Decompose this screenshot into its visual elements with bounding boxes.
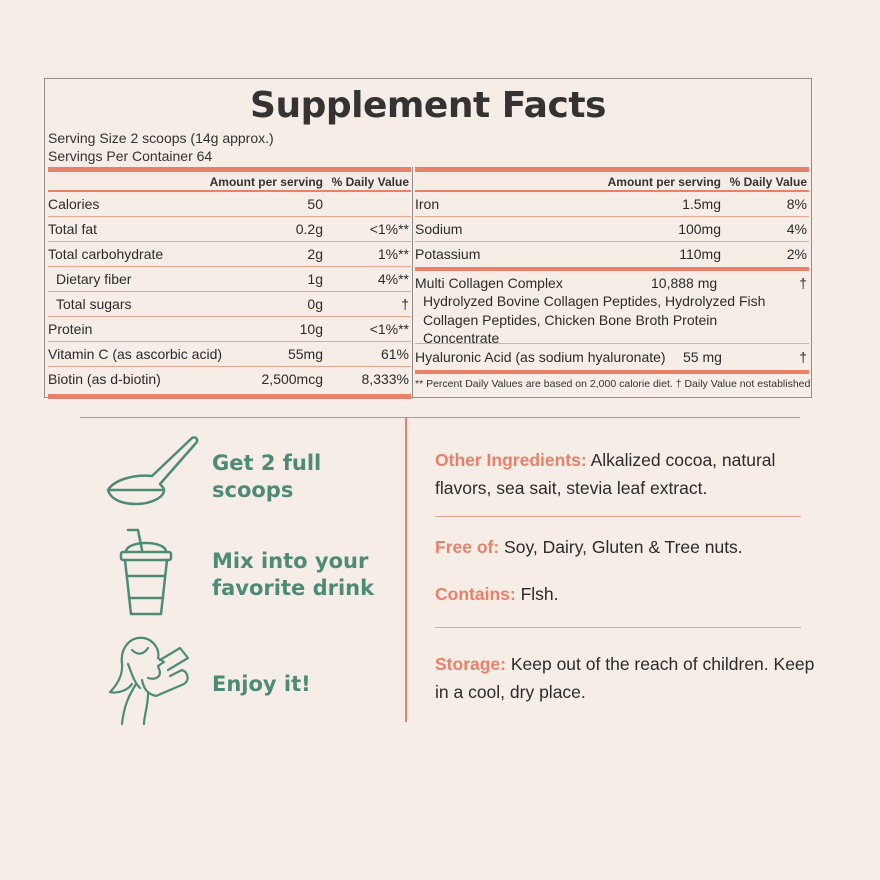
header-daily-value: % Daily Value <box>331 175 409 189</box>
nutrient-name: Iron <box>415 196 440 212</box>
thick-rule <box>48 167 411 172</box>
hyaluronic-amount: 55 mg <box>683 349 722 365</box>
storage: Storage: Keep out of the reach of childr… <box>435 650 815 706</box>
nutrient-amount: 110mg <box>679 246 721 262</box>
other-ingredients-text: Alkalized cocoa, natural flavors, sea sa… <box>435 450 776 498</box>
nutrient-name: Calories <box>48 196 100 212</box>
contains-label: Contains: <box>435 584 516 604</box>
hyaluronic-name: Hyaluronic Acid (as sodium hyaluronate) <box>415 349 666 365</box>
nutrient-amount: 55mg <box>287 346 323 362</box>
nutrient-amount: 2g <box>307 246 323 262</box>
contains: Contains: Flsh. <box>435 580 815 608</box>
facts-left-column: Amount per serving % Daily Value Calorie… <box>48 167 411 399</box>
column-divider <box>412 167 413 397</box>
storage-text: Keep out of the reach of children. Keep … <box>435 654 815 702</box>
nutrient-row: Calories 50 <box>48 192 411 217</box>
supplement-facts-panel: Supplement Facts Serving Size 2 scoops (… <box>44 78 812 399</box>
nutrient-dv: 8% <box>786 196 807 212</box>
header-amount: Amount per serving <box>607 175 721 189</box>
nutrient-name: Total sugars <box>56 296 132 312</box>
nutrient-dv: <1%** <box>369 221 409 237</box>
thick-rule <box>415 167 809 172</box>
nutrient-dv: 8,333% <box>361 371 409 387</box>
nutrient-row: Total sugars 0g † <box>48 292 411 317</box>
collagen-name: Multi Collagen Complex <box>415 275 563 291</box>
hyaluronic-dv: † <box>799 349 807 365</box>
step-line: favorite drink <box>212 576 375 600</box>
collagen-amount: 10,888 mg <box>651 275 718 291</box>
nutrient-dv: 4% <box>786 221 807 237</box>
step-get-scoops: Get 2 full scoops <box>212 450 321 504</box>
footnote: ** Percent Daily Values are based on 2,0… <box>415 378 811 390</box>
nutrient-row: Sodium 100mg 4% <box>415 217 809 242</box>
cup-icon <box>119 528 173 616</box>
free-of: Free of: Soy, Dairy, Gluten & Tree nuts. <box>435 533 815 561</box>
nutrient-name: Potassium <box>415 246 481 262</box>
contains-text: Flsh. <box>515 584 559 604</box>
nutrient-name: Biotin (as d-biotin) <box>48 371 161 387</box>
step-line: scoops <box>212 478 294 502</box>
header-daily-value: % Daily Value <box>729 175 807 189</box>
woman-drinking-icon <box>108 636 190 726</box>
nutrient-amount: 0g <box>307 296 323 312</box>
storage-label: Storage: <box>435 654 506 674</box>
nutrient-row: Dietary fiber 1g 4%** <box>48 267 411 292</box>
facts-right-column: Amount per serving % Daily Value Iron 1.… <box>415 167 811 390</box>
nutrient-name: Total fat <box>48 221 98 237</box>
collagen-dv: † <box>799 275 807 291</box>
free-of-label: Free of: <box>435 537 500 557</box>
nutrient-dv: † <box>401 296 409 312</box>
collagen-line: Hydrolyzed Bovine Collagen Peptides, Hyd… <box>423 293 766 309</box>
collagen-description: Hydrolyzed Bovine Collagen Peptides, Hyd… <box>423 292 793 348</box>
nutrient-amount: 2,500mcg <box>261 371 323 387</box>
column-header: Amount per serving % Daily Value <box>48 172 411 192</box>
column-header: Amount per serving % Daily Value <box>415 172 809 192</box>
nutrient-amount: 100mg <box>678 221 721 237</box>
step-enjoy: Enjoy it! <box>212 671 311 698</box>
other-ingredients: Other Ingredients: Alkalized cocoa, natu… <box>435 446 815 502</box>
nutrient-name: Vitamin C (as ascorbic acid) <box>48 346 223 362</box>
serving-size: Serving Size 2 scoops (14g approx.) <box>48 130 274 146</box>
facts-title: Supplement Facts <box>250 85 606 126</box>
nutrient-amount: 1g <box>307 271 323 287</box>
collagen-line: Collagen Peptides, Chicken Bone Broth Pr… <box>423 311 718 328</box>
nutrient-row: Total carbohydrate 2g 1%** <box>48 242 411 267</box>
nutrient-row: Total fat 0.2g <1%** <box>48 217 411 242</box>
header-amount: Amount per serving <box>209 175 323 189</box>
nutrient-amount: 1.5mg <box>682 196 721 212</box>
step-line: Enjoy it! <box>212 672 311 696</box>
nutrient-dv: <1%** <box>369 321 409 337</box>
scoop-icon <box>106 436 199 506</box>
nutrient-row: Iron 1.5mg 8% <box>415 192 809 217</box>
section-divider <box>80 417 800 418</box>
nutrient-name: Dietary fiber <box>56 271 132 287</box>
nutrient-name: Protein <box>48 321 93 337</box>
collagen-complex-row: Multi Collagen Complex 10,888 mg † Hydro… <box>415 267 809 346</box>
nutrient-name: Sodium <box>415 221 463 237</box>
nutrient-dv: 2% <box>786 246 807 262</box>
hyaluronic-row: Hyaluronic Acid (as sodium hyaluronate) … <box>415 344 809 374</box>
nutrient-dv: 1%** <box>377 246 409 262</box>
step-line: Get 2 full <box>212 451 322 475</box>
step-mix: Mix into your favorite drink <box>212 548 374 602</box>
nutrient-row: Vitamin C (as ascorbic acid) 55mg 61% <box>48 342 411 367</box>
nutrient-amount: 10g <box>299 321 323 337</box>
nutrient-amount: 0.2g <box>295 221 323 237</box>
nutrient-row: Protein 10g <1%** <box>48 317 411 342</box>
collagen-line: Concentrate <box>423 330 500 346</box>
thick-rule <box>48 394 411 399</box>
nutrient-name: Total carbohydrate <box>48 246 164 262</box>
other-ingredients-label: Other Ingredients: <box>435 450 587 470</box>
nutrient-amount: 50 <box>307 196 323 212</box>
info-separator <box>435 627 801 628</box>
nutrient-row: Biotin (as d-biotin) 2,500mcg 8,333% <box>48 367 411 392</box>
step-line: Mix into your <box>212 549 369 573</box>
vertical-divider <box>405 418 407 722</box>
nutrient-dv: 4%** <box>377 271 409 287</box>
info-separator <box>435 516 801 517</box>
nutrient-dv: 61% <box>380 346 409 362</box>
free-of-text: Soy, Dairy, Gluten & Tree nuts. <box>499 537 743 557</box>
nutrient-row: Potassium 110mg 2% <box>415 242 809 267</box>
servings-per-container: Servings Per Container 64 <box>48 148 213 164</box>
